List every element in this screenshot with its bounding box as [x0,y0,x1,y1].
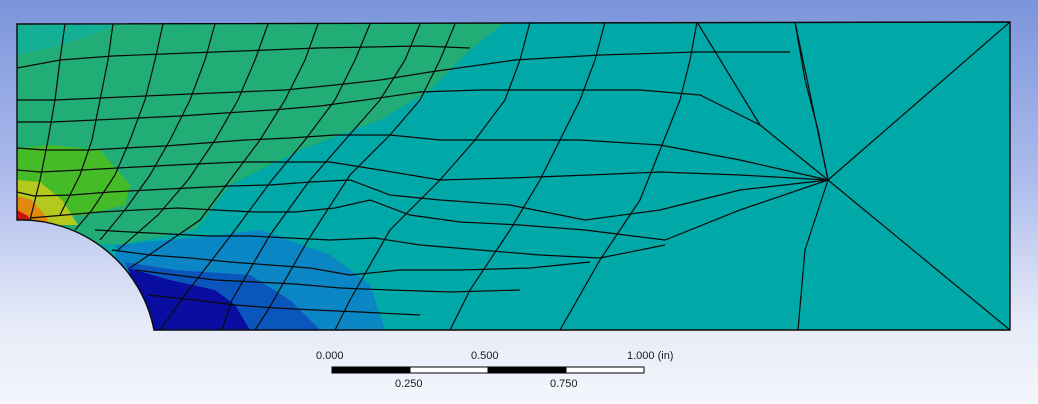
scale-bar-segment [332,367,410,373]
mesh-line [159,23,371,330]
mesh-line [29,23,66,221]
scale-bar-border [331,366,645,374]
mesh-line [827,22,1010,181]
scale-bar-segment [488,367,566,373]
scale-label-1-0: 1.000 (in) [627,350,674,362]
contour-band-teal [17,23,120,55]
mesh-line [17,45,471,69]
mesh-line [99,23,216,241]
mesh-line [559,22,698,330]
mesh-line [134,269,521,293]
finite-element-mesh [17,22,1010,330]
scale-label-0-5: 0.500 [471,350,499,362]
mesh-line [449,22,606,330]
mesh-line [17,134,829,181]
plate-outline [16,21,1011,331]
scale-bar-segment [565,366,645,374]
scale-label-0-25: 0.250 [395,378,423,390]
mesh-line [74,23,164,231]
mesh-line [17,51,790,101]
scale-label-0-75: 0.750 [550,378,578,390]
mesh-line [111,249,591,276]
mesh-line [17,161,829,181]
mesh-line [94,229,666,259]
mesh-line [17,89,829,181]
mesh-line [254,23,456,330]
mesh-line [117,23,269,251]
scale-bar [331,366,645,374]
mesh-line [147,294,421,316]
mesh-line [221,23,421,330]
scale-label-0: 0.000 [316,350,344,362]
mesh-line [129,23,319,269]
mesh-line [794,22,829,181]
mesh-line [827,179,1010,330]
mesh-line [29,179,829,241]
mesh-line [696,22,761,126]
scale-bar-segment [409,366,489,374]
mesh-line [17,179,829,221]
contour-band-green [17,22,505,245]
